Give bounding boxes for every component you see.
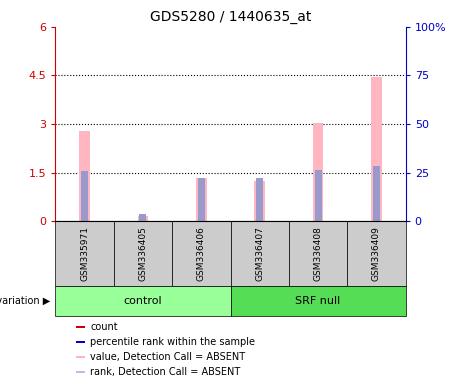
Bar [81,171,88,221]
Text: GSM335971: GSM335971 [80,226,89,281]
Bar [289,221,347,286]
Text: value, Detection Call = ABSENT: value, Detection Call = ABSENT [90,352,245,362]
Bar [254,181,265,221]
Bar [256,178,263,221]
Text: percentile rank within the sample: percentile rank within the sample [90,337,255,347]
Text: genotype/variation ▶: genotype/variation ▶ [0,296,51,306]
Text: control: control [124,296,162,306]
Text: GSM336405: GSM336405 [138,226,148,281]
Bar [114,221,172,286]
Text: GSM336407: GSM336407 [255,226,264,281]
Bar [198,177,205,221]
Bar [371,77,382,221]
Text: SRF null: SRF null [296,296,341,306]
Bar [55,221,114,286]
Bar [77,371,85,373]
Text: GSM336409: GSM336409 [372,226,381,281]
Bar [373,166,380,221]
Title: GDS5280 / 1440635_at: GDS5280 / 1440635_at [150,10,311,25]
Bar [230,221,289,286]
Text: count: count [90,322,118,332]
Bar [139,214,147,221]
Text: GSM336406: GSM336406 [197,226,206,281]
Bar [230,286,406,316]
Bar [172,221,230,286]
Bar [55,286,230,316]
Bar [79,131,90,221]
Bar [314,170,322,221]
Bar [196,177,207,221]
Bar [138,217,148,221]
Bar [77,326,85,328]
Text: rank, Detection Call = ABSENT: rank, Detection Call = ABSENT [90,367,241,377]
Bar [347,221,406,286]
Bar [77,356,85,358]
Bar [313,123,323,221]
Text: GSM336408: GSM336408 [313,226,323,281]
Bar [77,341,85,343]
